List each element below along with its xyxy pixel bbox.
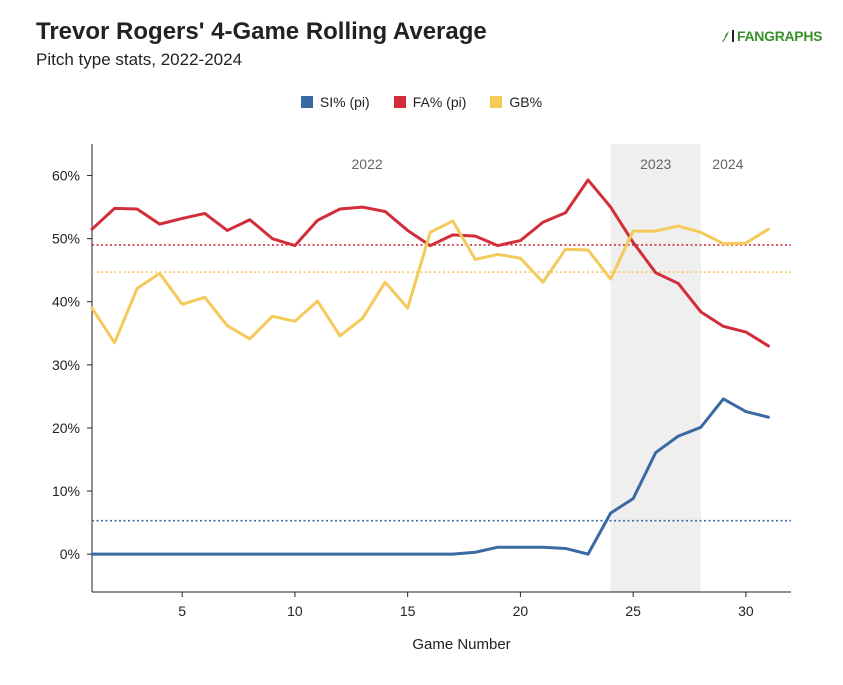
season-label-2024: 2024 [712, 156, 743, 172]
y-tick-label-30: 30% [52, 357, 80, 373]
chart-legend: SI% (pi) FA% (pi) GB% [0, 94, 843, 110]
legend-label-fa: FA% (pi) [412, 94, 467, 110]
x-tick-label-25: 25 [625, 603, 641, 619]
series-line-1 [90, 178, 770, 348]
y-tick-label-40: 40% [52, 294, 80, 310]
chart-subtitle: Pitch type stats, 2022-2024 [36, 50, 243, 69]
fangraphs-leaf-icon [722, 31, 729, 42]
x-tick-label-5: 5 [178, 603, 186, 619]
legend-label-gb: GB% [509, 94, 543, 110]
y-tick-label-20: 20% [52, 420, 80, 436]
legend-item-gb: GB% [490, 94, 542, 110]
chart-title: Trevor Rogers' 4-Game Rolling Average [36, 18, 487, 45]
y-tick-label-50: 50% [52, 231, 80, 247]
season-label-2022: 2022 [352, 156, 383, 172]
legend-item-si: SI% (pi) [300, 94, 370, 110]
legend-swatch-gb [490, 96, 503, 108]
logo-text: FANGRAPHS [737, 28, 823, 44]
legend-swatch-fa [393, 96, 406, 108]
y-tick-label-10: 10% [52, 483, 80, 499]
legend-item-fa: FA% (pi) [393, 94, 467, 110]
season-label-2023: 2023 [640, 156, 671, 172]
series-line-0 [90, 397, 770, 556]
x-tick-label-15: 15 [400, 603, 416, 619]
season-band-2023 [610, 144, 701, 592]
x-axis-label: Game Number [412, 636, 511, 653]
x-tick-label-10: 10 [287, 603, 303, 619]
x-tick-label-30: 30 [738, 603, 754, 619]
fangraphs-logo: FANGRAPHS [722, 28, 823, 44]
y-tick-label-0: 0% [60, 546, 80, 562]
legend-swatch-si [300, 96, 313, 108]
y-tick-label-60: 60% [52, 168, 80, 184]
x-tick-label-20: 20 [513, 603, 529, 619]
series-line-2 [90, 219, 770, 345]
legend-label-si: SI% (pi) [319, 94, 370, 110]
